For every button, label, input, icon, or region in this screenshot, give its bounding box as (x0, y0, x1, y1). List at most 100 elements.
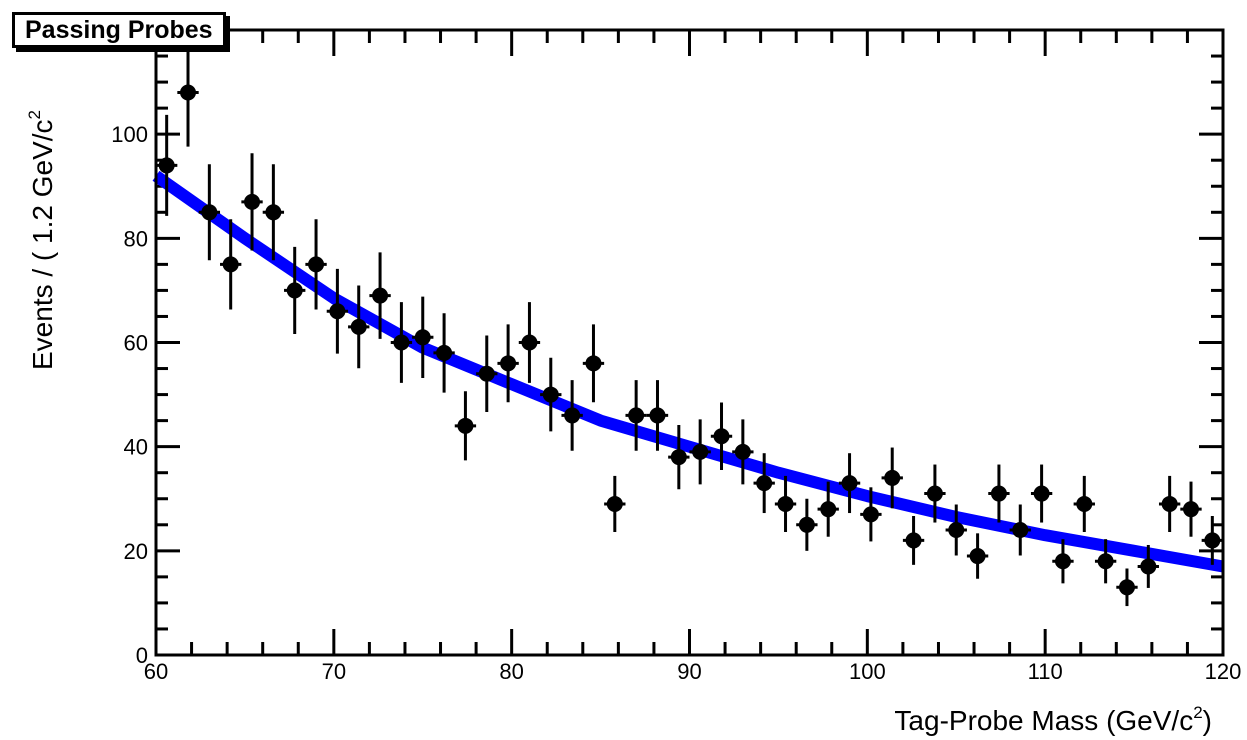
data-marker (244, 193, 261, 210)
data-marker (500, 355, 517, 372)
data-point (604, 475, 626, 533)
data-point (326, 268, 349, 354)
x-tick-label: 90 (677, 659, 701, 684)
data-marker (734, 443, 751, 460)
data-point (582, 324, 605, 403)
data-point (668, 424, 690, 490)
data-point (1030, 464, 1053, 523)
plot-frame (154, 28, 1225, 657)
y-tick-label: 40 (124, 435, 148, 460)
data-point (1009, 504, 1031, 556)
data-marker (948, 522, 965, 538)
data-marker (1097, 553, 1114, 570)
data-marker (905, 532, 922, 549)
x-axis-title: Tag-Probe Mass (GeV/c2) (894, 703, 1212, 736)
x-tick-label: 70 (322, 659, 346, 684)
x-tick-label: 80 (499, 659, 523, 684)
data-point (1137, 544, 1159, 588)
data-point (412, 296, 434, 378)
data-point (1052, 539, 1074, 584)
data-point (945, 504, 967, 556)
data-point (988, 464, 1010, 523)
data-point (1180, 481, 1202, 537)
data-marker (713, 428, 730, 445)
data-point (497, 324, 519, 403)
data-point (838, 453, 861, 514)
data-point (220, 219, 242, 310)
data-point (369, 252, 391, 339)
data-marker (1204, 532, 1221, 549)
y-axis-title: Events / ( 1.2 GeV/c2 (25, 110, 58, 370)
data-point (1201, 515, 1223, 565)
data-point (881, 447, 903, 509)
data-marker (1118, 579, 1135, 596)
data-marker (884, 469, 901, 486)
data-marker (286, 282, 303, 299)
fit-curve (152, 170, 1225, 573)
data-point (241, 153, 263, 251)
data-point (689, 419, 711, 485)
data-point (433, 313, 455, 393)
data-marker (969, 548, 986, 565)
data-point (198, 164, 221, 261)
data-point (625, 380, 647, 451)
data-marker (1140, 558, 1157, 575)
data-marker (521, 334, 538, 351)
fit-curve-group (152, 170, 1225, 573)
y-tick-label: 80 (124, 226, 148, 251)
data-point (924, 464, 946, 523)
data-marker (265, 204, 282, 221)
data-point (390, 302, 413, 383)
data-marker (926, 485, 943, 502)
data-marker (777, 495, 794, 512)
x-tick-label: 100 (849, 659, 886, 684)
data-point (284, 246, 306, 334)
data-marker (1033, 485, 1050, 502)
data-marker (820, 501, 837, 518)
y-tick-label: 100 (111, 122, 148, 147)
data-marker (1182, 501, 1199, 518)
data-point (348, 285, 370, 369)
chart-title-box: Passing Probes (12, 12, 226, 48)
x-tick-label: 60 (144, 659, 168, 684)
data-marker (628, 407, 645, 424)
data-marker (457, 417, 474, 434)
data-marker (1012, 522, 1029, 538)
data-point (902, 515, 925, 565)
data-marker (350, 318, 367, 335)
data-marker (798, 516, 815, 533)
data-point (1094, 539, 1117, 584)
data-marker (436, 344, 453, 361)
data-point (817, 481, 839, 537)
data-point (966, 533, 989, 579)
data-point (262, 164, 285, 261)
data-marker (606, 495, 623, 512)
data-marker (1161, 495, 1178, 512)
data-marker (990, 485, 1007, 502)
data-point (710, 402, 733, 471)
data-point (561, 380, 583, 451)
data-point (518, 302, 541, 383)
data-point (774, 475, 797, 533)
data-marker (1054, 553, 1071, 570)
y-tick-label: 20 (124, 539, 148, 564)
data-marker (670, 449, 687, 466)
data-marker (329, 303, 346, 320)
data-marker (841, 475, 858, 492)
data-marker (478, 365, 495, 382)
data-point (540, 357, 562, 432)
data-marker (308, 256, 325, 273)
data-marker (1076, 495, 1093, 512)
data-point (860, 487, 882, 542)
data-marker (180, 84, 197, 101)
chart-title: Passing Probes (25, 15, 213, 44)
data-marker (649, 407, 666, 424)
data-marker (564, 407, 581, 424)
data-point (177, 38, 199, 147)
data-point (796, 498, 818, 551)
data-marker (158, 157, 175, 174)
data-marker (862, 506, 879, 523)
data-marker (393, 334, 410, 351)
data-point (476, 335, 498, 413)
